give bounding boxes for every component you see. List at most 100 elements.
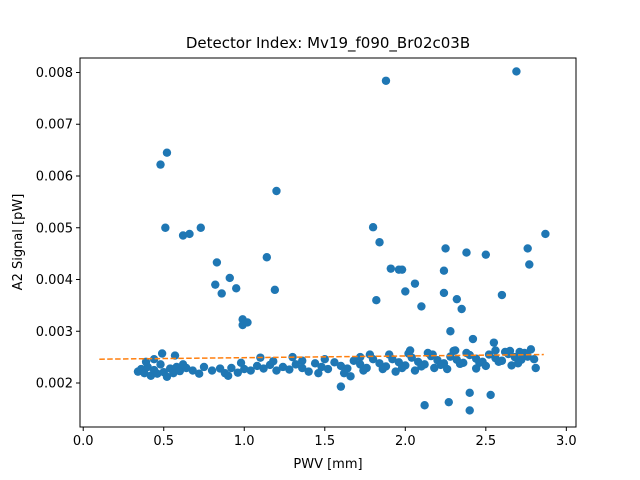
data-point: [494, 357, 503, 366]
data-point: [410, 366, 420, 375]
chart-title: Detector Index: Mv19_f090_Br02c03B: [186, 34, 470, 53]
data-point: [207, 366, 217, 375]
x-axis-label: PWV [mm]: [293, 457, 362, 472]
scatter-points: [133, 67, 550, 415]
data-point: [391, 367, 400, 376]
data-point: [457, 304, 466, 314]
data-point: [272, 366, 281, 375]
data-point: [162, 148, 172, 157]
data-point: [500, 347, 510, 357]
data-point: [185, 229, 194, 239]
data-point: [507, 361, 516, 370]
data-point: [240, 364, 249, 374]
data-point: [223, 371, 233, 380]
data-point: [489, 338, 499, 347]
data-point: [170, 351, 180, 360]
data-point: [243, 318, 252, 327]
data-point: [497, 290, 507, 300]
data-point: [141, 357, 151, 366]
data-point: [259, 364, 268, 373]
data-point: [149, 355, 159, 364]
data-point: [269, 357, 278, 366]
data-point: [178, 231, 188, 240]
data-point: [246, 366, 255, 375]
y-tick-label: 0.006: [36, 169, 73, 184]
fit-line-group: [99, 353, 544, 360]
data-point: [156, 360, 165, 369]
y-tick-label: 0.007: [36, 118, 73, 133]
data-point: [468, 334, 478, 344]
y-tick-label: 0.002: [36, 377, 73, 392]
data-point: [531, 363, 540, 373]
y-tick-label: 0.005: [36, 221, 73, 236]
data-point: [378, 364, 387, 374]
data-point: [199, 362, 209, 372]
data-point: [481, 361, 491, 371]
data-point: [227, 363, 236, 373]
data-point: [178, 360, 188, 369]
data-point: [188, 366, 197, 375]
y-tick-label: 0.008: [36, 66, 73, 81]
y-axis-label: A2 Signal [pW]: [11, 194, 26, 291]
x-tick-label: 1.5: [314, 434, 335, 449]
data-point: [436, 360, 445, 370]
data-point: [196, 223, 205, 232]
data-point: [430, 363, 439, 373]
data-point: [397, 363, 407, 373]
data-point: [386, 264, 396, 273]
data-point: [153, 369, 162, 378]
x-tick-label: 1.0: [234, 434, 255, 449]
data-point: [330, 358, 339, 367]
data-point: [397, 265, 407, 274]
data-point: [368, 223, 378, 232]
data-point: [310, 359, 320, 368]
data-point: [233, 368, 243, 377]
data-point: [375, 238, 384, 247]
data-point: [541, 229, 550, 239]
data-point: [169, 368, 178, 378]
data-point: [336, 361, 346, 371]
x-tick-label: 0.5: [153, 434, 174, 449]
data-point: [339, 368, 349, 378]
data-point: [417, 362, 426, 371]
data-point: [156, 160, 165, 169]
data-point: [520, 348, 529, 358]
data-point: [381, 76, 391, 85]
data-point: [217, 289, 226, 298]
data-point: [465, 388, 474, 398]
data-point: [420, 401, 429, 410]
data-point: [525, 260, 534, 269]
data-point: [270, 285, 280, 295]
plot-area: [99, 67, 550, 415]
data-point: [336, 382, 346, 391]
data-point: [444, 397, 453, 407]
data-point: [523, 244, 532, 253]
data-point: [452, 294, 462, 304]
data-point: [349, 356, 358, 365]
x-tick-label: 3.0: [556, 434, 577, 449]
data-point: [323, 364, 333, 374]
data-point: [384, 350, 394, 359]
x-tick-label: 2.0: [395, 434, 416, 449]
data-point: [462, 248, 471, 257]
data-point: [471, 364, 481, 373]
data-point: [175, 366, 185, 376]
data-point: [465, 406, 474, 415]
data-point: [157, 349, 167, 358]
fit-line: [99, 353, 544, 360]
data-point: [359, 366, 368, 375]
y-axis: 0.002 0.003 0.004 0.005 0.006 0.007 0.008: [36, 66, 80, 392]
data-point: [161, 223, 170, 232]
data-point: [417, 302, 426, 311]
data-point: [356, 360, 365, 369]
data-point: [491, 346, 500, 355]
x-tick-label: 0.0: [73, 434, 94, 449]
data-point: [225, 273, 234, 283]
data-point: [481, 250, 491, 259]
data-point: [314, 368, 323, 378]
data-point: [304, 367, 313, 376]
data-point: [526, 345, 536, 354]
data-point: [441, 244, 450, 253]
